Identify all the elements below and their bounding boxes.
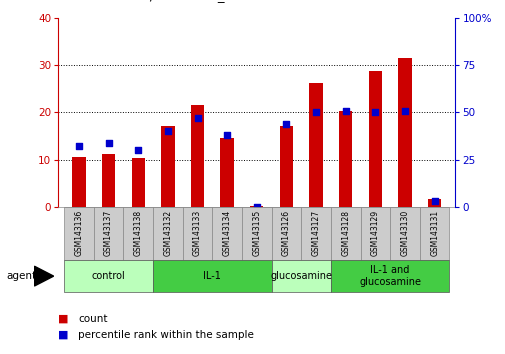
Bar bbox=[131, 158, 144, 207]
Bar bbox=[72, 158, 85, 207]
Point bbox=[371, 110, 379, 115]
Text: control: control bbox=[91, 271, 125, 281]
Bar bbox=[271, 260, 330, 292]
Bar bbox=[93, 207, 123, 260]
Text: GSM143131: GSM143131 bbox=[429, 210, 438, 256]
Text: GSM143133: GSM143133 bbox=[192, 210, 201, 256]
Point bbox=[252, 204, 261, 210]
Bar bbox=[64, 260, 153, 292]
Point bbox=[312, 110, 320, 115]
Bar bbox=[330, 207, 360, 260]
Bar bbox=[271, 207, 300, 260]
Point bbox=[400, 108, 408, 113]
Bar bbox=[190, 105, 204, 207]
Text: IL-1 and
glucosamine: IL-1 and glucosamine bbox=[359, 265, 420, 287]
Text: GDS2472 / 1377979_at: GDS2472 / 1377979_at bbox=[83, 0, 238, 2]
Bar bbox=[123, 207, 153, 260]
Bar bbox=[161, 126, 174, 207]
Text: GSM143135: GSM143135 bbox=[252, 210, 261, 256]
Text: GSM143126: GSM143126 bbox=[281, 210, 290, 256]
Bar bbox=[338, 112, 351, 207]
Bar bbox=[360, 207, 389, 260]
Text: GSM143127: GSM143127 bbox=[311, 210, 320, 256]
Bar bbox=[330, 260, 448, 292]
Text: GSM143134: GSM143134 bbox=[222, 210, 231, 256]
Point bbox=[430, 199, 438, 204]
Text: ■: ■ bbox=[58, 330, 69, 340]
Text: GSM143130: GSM143130 bbox=[400, 210, 409, 256]
Bar bbox=[389, 207, 419, 260]
Bar bbox=[102, 154, 115, 207]
Text: GSM143128: GSM143128 bbox=[340, 210, 349, 256]
Bar bbox=[220, 138, 233, 207]
Point bbox=[223, 132, 231, 138]
Point bbox=[164, 129, 172, 134]
Point bbox=[341, 108, 349, 113]
Text: GSM143129: GSM143129 bbox=[370, 210, 379, 256]
Bar bbox=[368, 71, 381, 207]
Bar bbox=[153, 260, 271, 292]
Bar bbox=[182, 207, 212, 260]
Point bbox=[105, 140, 113, 145]
Bar bbox=[153, 207, 182, 260]
Text: GSM143132: GSM143132 bbox=[163, 210, 172, 256]
Bar bbox=[279, 126, 292, 207]
Text: GSM143137: GSM143137 bbox=[104, 210, 113, 256]
Point bbox=[282, 121, 290, 127]
Point bbox=[134, 147, 142, 153]
Text: IL-1: IL-1 bbox=[203, 271, 221, 281]
Text: ■: ■ bbox=[58, 314, 69, 324]
Bar bbox=[419, 207, 448, 260]
Polygon shape bbox=[34, 266, 54, 286]
Text: percentile rank within the sample: percentile rank within the sample bbox=[78, 330, 254, 340]
Text: agent: agent bbox=[6, 271, 36, 281]
Text: count: count bbox=[78, 314, 108, 324]
Bar bbox=[300, 207, 330, 260]
Text: glucosamine: glucosamine bbox=[270, 271, 332, 281]
Bar bbox=[241, 207, 271, 260]
Text: GSM143138: GSM143138 bbox=[133, 210, 142, 256]
Bar bbox=[64, 207, 93, 260]
Text: GSM143136: GSM143136 bbox=[74, 210, 83, 256]
Bar bbox=[397, 58, 411, 207]
Bar bbox=[249, 206, 263, 207]
Bar bbox=[309, 83, 322, 207]
Point bbox=[193, 115, 201, 121]
Bar bbox=[212, 207, 241, 260]
Point bbox=[75, 144, 83, 149]
Bar bbox=[427, 199, 440, 207]
